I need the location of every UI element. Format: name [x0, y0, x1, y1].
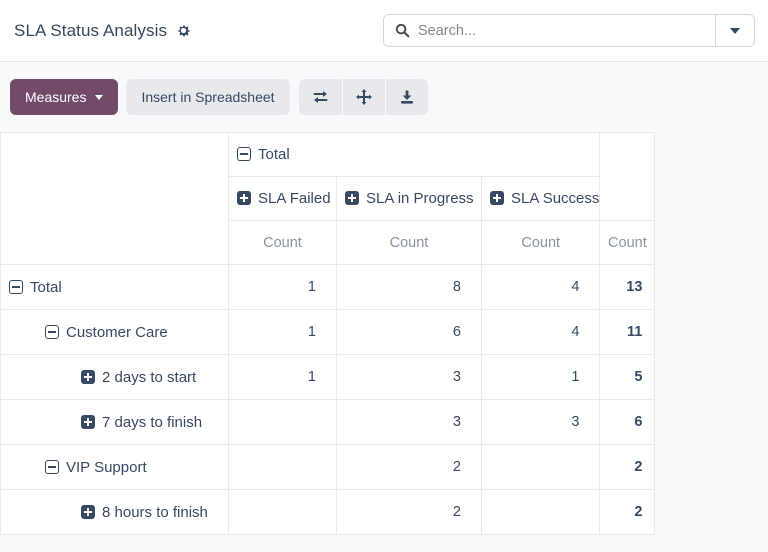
- pivot-cell: [228, 399, 337, 445]
- pivot-cell: 4: [480, 264, 601, 310]
- pivot-cell: 1: [480, 354, 601, 400]
- pivot-cell: 2: [336, 444, 482, 490]
- insert-in-spreadsheet-button[interactable]: Insert in Spreadsheet: [126, 79, 290, 115]
- caret-down-icon: [95, 95, 104, 100]
- download-button[interactable]: [384, 79, 428, 115]
- column-header-label: SLA Success: [511, 190, 600, 207]
- row-label: 8 hours to finish: [102, 503, 208, 521]
- row-header-total[interactable]: Total: [0, 264, 229, 310]
- gear-icon[interactable]: [176, 23, 191, 38]
- search-dropdown-toggle[interactable]: [715, 15, 754, 46]
- row-label: 7 days to finish: [102, 413, 203, 431]
- measure-header-count-1[interactable]: Count: [228, 220, 337, 265]
- blank-cell: [599, 132, 656, 221]
- collapse-icon: [45, 324, 59, 339]
- row-label: 2 days to start: [102, 368, 197, 386]
- pivot-cell: 3: [336, 354, 482, 400]
- pivot-total-cell: 6: [599, 399, 656, 445]
- page-title: SLA Status Analysis: [14, 20, 168, 40]
- pivot-cell: 6: [336, 309, 482, 355]
- expand-icon: [81, 414, 95, 429]
- flip-axis-icon: [313, 91, 328, 103]
- caret-down-icon: [730, 27, 740, 34]
- collapse-icon: [9, 279, 23, 294]
- measure-header-count-2[interactable]: Count: [336, 220, 482, 265]
- gear-icon-glyph: [178, 25, 190, 37]
- blank-corner-cell: [0, 132, 229, 265]
- search-icon: [395, 23, 410, 38]
- pivot-cell: [480, 489, 601, 535]
- measure-header-count-3[interactable]: Count: [480, 220, 601, 265]
- row-header-8-hours-to-finish[interactable]: 8 hours to finish: [0, 489, 229, 535]
- pivot-cell: 2: [336, 489, 482, 535]
- expand-icon: [345, 191, 359, 205]
- expand-icon: [237, 191, 251, 205]
- collapse-icon: [237, 147, 251, 161]
- pivot-cell: 4: [480, 309, 601, 355]
- download-icon: [400, 90, 413, 104]
- pivot-cell: 1: [228, 354, 337, 400]
- pivot-cell: [228, 489, 337, 535]
- table-row: Customer Care 1 6 4 11: [0, 309, 656, 355]
- expand-icon: [81, 504, 95, 519]
- table-row: 7 days to finish 3 3 6: [0, 399, 656, 445]
- expand-icon: [81, 369, 95, 384]
- row-header-vip-support[interactable]: VIP Support: [0, 444, 229, 490]
- row-label: VIP Support: [66, 458, 147, 476]
- measures-button[interactable]: Measures: [10, 79, 119, 115]
- table-row: 2 days to start 1 3 1 5: [0, 354, 656, 400]
- pivot-cell: 3: [480, 399, 601, 445]
- search-box: [383, 14, 755, 47]
- table-row: VIP Support 2 2: [0, 444, 656, 490]
- pivot-cell: 8: [336, 264, 482, 310]
- column-group-header-total[interactable]: Total: [227, 132, 601, 177]
- pivot-total-cell: 5: [599, 354, 656, 400]
- pivot-total-cell: 13: [599, 264, 656, 310]
- measure-header-count-total[interactable]: Count: [599, 220, 656, 265]
- column-header-sla-in-progress[interactable]: SLA in Progress: [336, 176, 482, 221]
- content-area: Measures Insert in Spreadsheet: [0, 62, 768, 552]
- table-row: 8 hours to finish 2 2: [0, 489, 656, 535]
- search-input[interactable]: [418, 22, 715, 39]
- pivot-cell: 1: [228, 264, 337, 310]
- title-bar: SLA Status Analysis: [0, 0, 768, 62]
- pivot-icon-button-group: [298, 79, 428, 115]
- row-header-7-days-to-finish[interactable]: 7 days to finish: [0, 399, 229, 445]
- row-label: Customer Care: [66, 323, 168, 341]
- column-header-label: SLA Failed: [258, 190, 331, 207]
- row-header-customer-care[interactable]: Customer Care: [0, 309, 229, 355]
- pivot-toolbar: Measures Insert in Spreadsheet: [0, 62, 768, 115]
- pivot-cell: [480, 444, 601, 490]
- expand-all-icon: [355, 89, 372, 105]
- column-header-sla-success[interactable]: SLA Success: [480, 176, 601, 221]
- flip-axis-button[interactable]: [299, 79, 342, 115]
- pivot-table: Total SLA Failed SLA in Progress SLA Suc…: [0, 132, 656, 535]
- pivot-cell: [228, 444, 337, 490]
- pivot-cell: 1: [228, 309, 337, 355]
- pivot-total-cell: 2: [599, 489, 656, 535]
- row-label: Total: [30, 278, 62, 296]
- column-header-sla-failed[interactable]: SLA Failed: [228, 176, 337, 221]
- column-group-label: Total: [258, 146, 290, 163]
- pivot-total-cell: 11: [599, 309, 656, 355]
- row-header-2-days-to-start[interactable]: 2 days to start: [0, 354, 229, 400]
- pivot-view: Total SLA Failed SLA in Progress SLA Suc…: [0, 132, 768, 535]
- expand-icon: [490, 191, 504, 205]
- expand-all-button[interactable]: [341, 79, 385, 115]
- collapse-icon: [45, 459, 59, 474]
- pivot-total-cell: 2: [599, 444, 656, 490]
- column-header-label: SLA in Progress: [366, 190, 474, 207]
- measures-button-label: Measures: [25, 89, 87, 105]
- pivot-cell: 3: [336, 399, 482, 445]
- table-row: Total 1 8 4 13: [0, 264, 656, 310]
